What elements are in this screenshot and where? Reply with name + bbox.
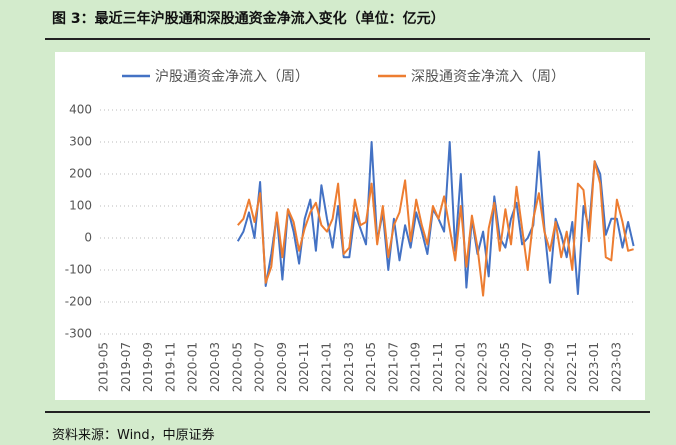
x-tick-label: 2021-01 [320, 342, 334, 392]
x-tick-label: 2022-11 [565, 342, 579, 392]
x-tick-label: 2019-11 [163, 342, 177, 392]
x-tick-label: 2022-01 [453, 342, 467, 392]
y-tick-label: 300 [69, 135, 92, 149]
x-tick-label: 2022-07 [520, 342, 534, 392]
series-line [237, 160, 634, 297]
figure-title: 图 3：最近三年沪股通和深股通资金净流入变化（单位：亿元） [52, 11, 445, 27]
x-tick-label: 2019-07 [119, 342, 133, 392]
x-tick-label: 2022-09 [543, 342, 557, 392]
x-tick-label: 2021-05 [364, 342, 378, 392]
y-tick-label: -100 [65, 263, 92, 277]
x-tick-label: 2019-09 [141, 342, 155, 392]
y-tick-label: 200 [69, 167, 92, 181]
x-tick-label: 2022-05 [498, 342, 512, 392]
legend-label: 深股通资金净流入（周） [411, 69, 565, 85]
x-tick-label: 2020-11 [297, 342, 311, 392]
x-tick-label: 2020-01 [186, 342, 200, 392]
legend-label: 沪股通资金净流入（周） [155, 69, 309, 85]
x-tick-label: 2020-07 [253, 342, 267, 392]
y-tick-label: 400 [69, 103, 92, 117]
plot-background [55, 52, 645, 400]
x-tick-label: 2019-05 [97, 342, 111, 392]
y-tick-label: -200 [65, 295, 92, 309]
rule [45, 38, 650, 40]
x-tick-label: 2020-03 [208, 342, 222, 392]
y-tick-label: 100 [69, 199, 92, 213]
y-tick-label: -300 [65, 327, 92, 341]
x-tick-label: 2020-09 [275, 342, 289, 392]
rule [45, 411, 650, 413]
x-tick-label: 2021-07 [386, 342, 400, 392]
x-tick-label: 2021-03 [342, 342, 356, 392]
y-tick-label: 0 [84, 231, 92, 245]
x-tick-label: 2020-05 [230, 342, 244, 392]
x-tick-label: 2021-11 [431, 342, 445, 392]
source: 资料来源：Wind，中原证券 [52, 428, 215, 443]
x-tick-label: 2021-09 [409, 342, 423, 392]
x-tick-label: 2023-01 [587, 342, 601, 392]
x-tick-label: 2022-03 [476, 342, 490, 392]
x-tick-label: 2023-03 [609, 342, 623, 392]
